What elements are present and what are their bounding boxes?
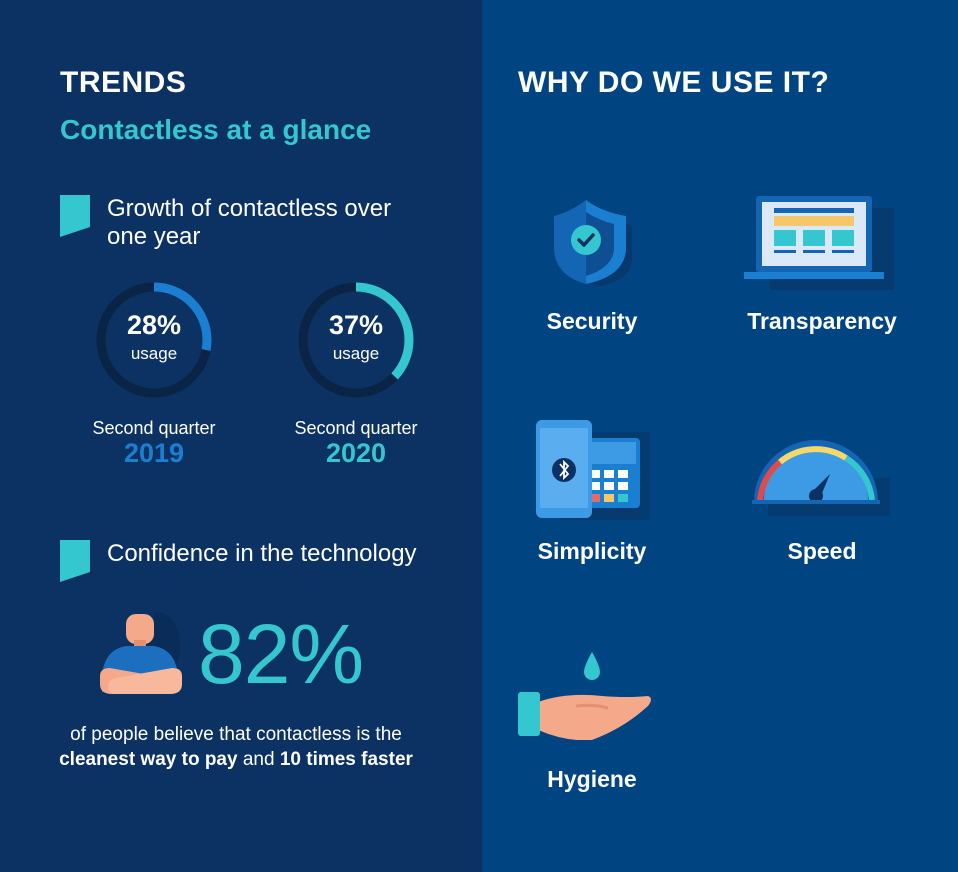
usage-percent-2020: 37% — [328, 310, 384, 340]
usage-label-2020: usage — [332, 344, 380, 363]
usage-percent-2019: 28% — [126, 310, 182, 340]
quarter-label-2019: Second quarter — [92, 418, 216, 438]
growth-label: Growth of contactless over one year — [107, 195, 392, 250]
trends-title: TRENDS — [60, 66, 187, 99]
person-arms-crossed-icon — [100, 607, 182, 694]
reason-security-label: Security — [546, 308, 638, 334]
caption-bold-cleanest: cleanest way to pay — [59, 749, 238, 770]
caption-text: of people believe that contactless is th… — [70, 724, 402, 745]
laptop-icon — [744, 196, 894, 290]
quarter-label-2020: Second quarter — [294, 418, 418, 438]
confidence-caption: of people believe that contactless is th… — [26, 722, 446, 772]
year-2020: 2020 — [325, 438, 387, 468]
caption-text-and: and — [237, 749, 280, 770]
hand-water-drop-icon — [518, 652, 651, 740]
caption-bold-faster: 10 times faster — [279, 749, 413, 770]
speedometer-icon — [752, 440, 890, 516]
reason-transparency-label: Transparency — [747, 308, 897, 334]
confidence-percent: 82% — [198, 607, 364, 701]
usage-label-2019: usage — [130, 344, 178, 363]
flag-icon — [60, 540, 90, 582]
reason-hygiene-label: Hygiene — [547, 766, 637, 792]
flag-icon — [60, 195, 90, 237]
usage-ring-2020: 37% usage — [294, 278, 418, 402]
usage-ring-arc-2019 — [96, 282, 212, 398]
trends-panel — [0, 0, 482, 872]
reason-simplicity-label: Simplicity — [537, 538, 647, 564]
phone-terminal-icon — [536, 420, 650, 520]
usage-ring-2019: 28% usage — [92, 278, 216, 402]
year-2019: 2019 — [123, 438, 185, 468]
trends-subtitle: Contactless at a glance — [60, 114, 372, 145]
confidence-label: Confidence in the technology — [107, 540, 417, 567]
shield-check-icon — [554, 200, 632, 286]
reason-speed-label: Speed — [787, 538, 857, 564]
why-title: WHY DO WE USE IT? — [518, 66, 830, 99]
usage-ring-arc-2020 — [298, 282, 414, 398]
